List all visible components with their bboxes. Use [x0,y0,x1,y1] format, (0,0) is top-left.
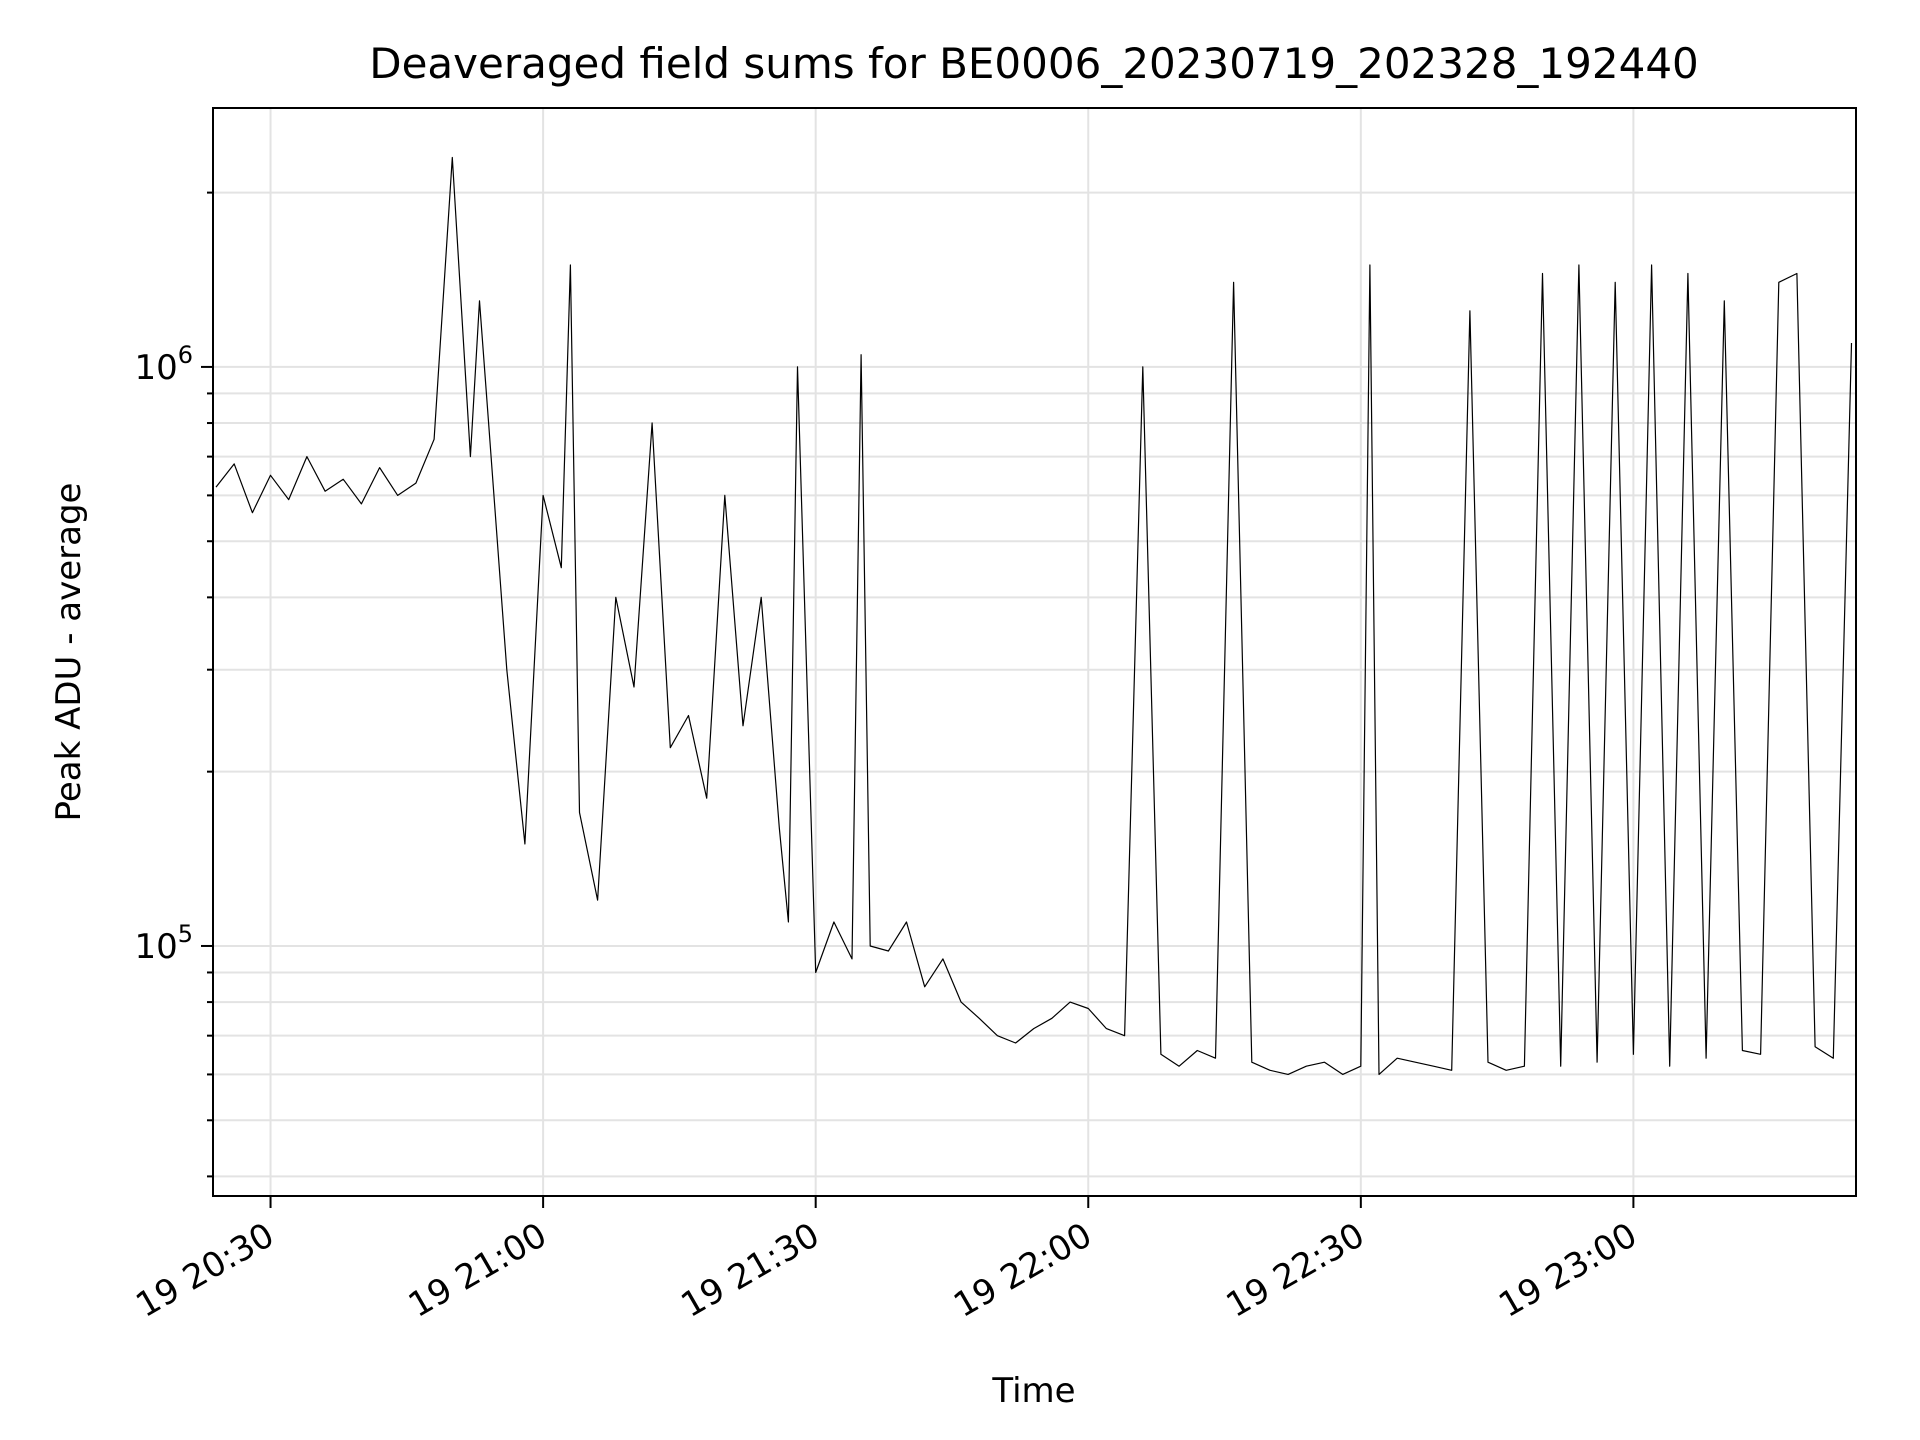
chart-title: Deaveraged field sums for BE0006_2023071… [369,39,1699,88]
x-axis-label: Time [991,1371,1075,1411]
y-axis-label: Peak ADU - average [49,483,89,822]
grid-lines [213,108,1856,1196]
series-line [215,156,1853,1076]
y-tick-label: 106 [134,341,193,388]
plot-frame [212,107,1857,1197]
plot-area [215,156,1853,1076]
y-axis-ticks: 105 106 [134,191,213,1178]
y-tick-label: 105 [134,920,193,967]
